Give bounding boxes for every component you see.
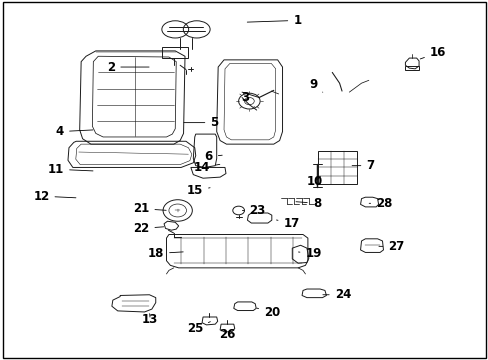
Text: 3: 3 <box>241 91 254 107</box>
Text: 2: 2 <box>107 60 149 73</box>
Text: 6: 6 <box>204 150 222 163</box>
Text: 26: 26 <box>219 328 235 341</box>
Text: 4: 4 <box>56 125 93 138</box>
Text: 1: 1 <box>247 14 301 27</box>
Text: 20: 20 <box>256 306 280 319</box>
Text: 14: 14 <box>194 161 220 174</box>
Text: 27: 27 <box>378 240 404 253</box>
Text: 15: 15 <box>186 184 210 197</box>
Text: 5: 5 <box>183 116 218 129</box>
Bar <box>317 151 356 184</box>
Text: 11: 11 <box>48 163 93 176</box>
Text: 28: 28 <box>368 197 392 210</box>
Text: 21: 21 <box>133 202 166 215</box>
Text: 22: 22 <box>133 222 163 235</box>
Bar <box>405 66 418 69</box>
Text: 9: 9 <box>309 78 322 92</box>
Text: 10: 10 <box>305 175 322 188</box>
Text: 17: 17 <box>276 216 299 230</box>
Text: 13: 13 <box>142 313 158 327</box>
Text: 12: 12 <box>33 190 76 203</box>
Text: 24: 24 <box>322 288 350 301</box>
Text: 23: 23 <box>242 204 265 217</box>
Text: 8: 8 <box>295 197 320 210</box>
Text: 18: 18 <box>147 247 183 260</box>
Text: 16: 16 <box>419 46 445 59</box>
Text: 19: 19 <box>298 247 321 260</box>
Text: 7: 7 <box>351 159 374 172</box>
Text: 25: 25 <box>186 321 210 335</box>
Bar <box>161 46 188 58</box>
